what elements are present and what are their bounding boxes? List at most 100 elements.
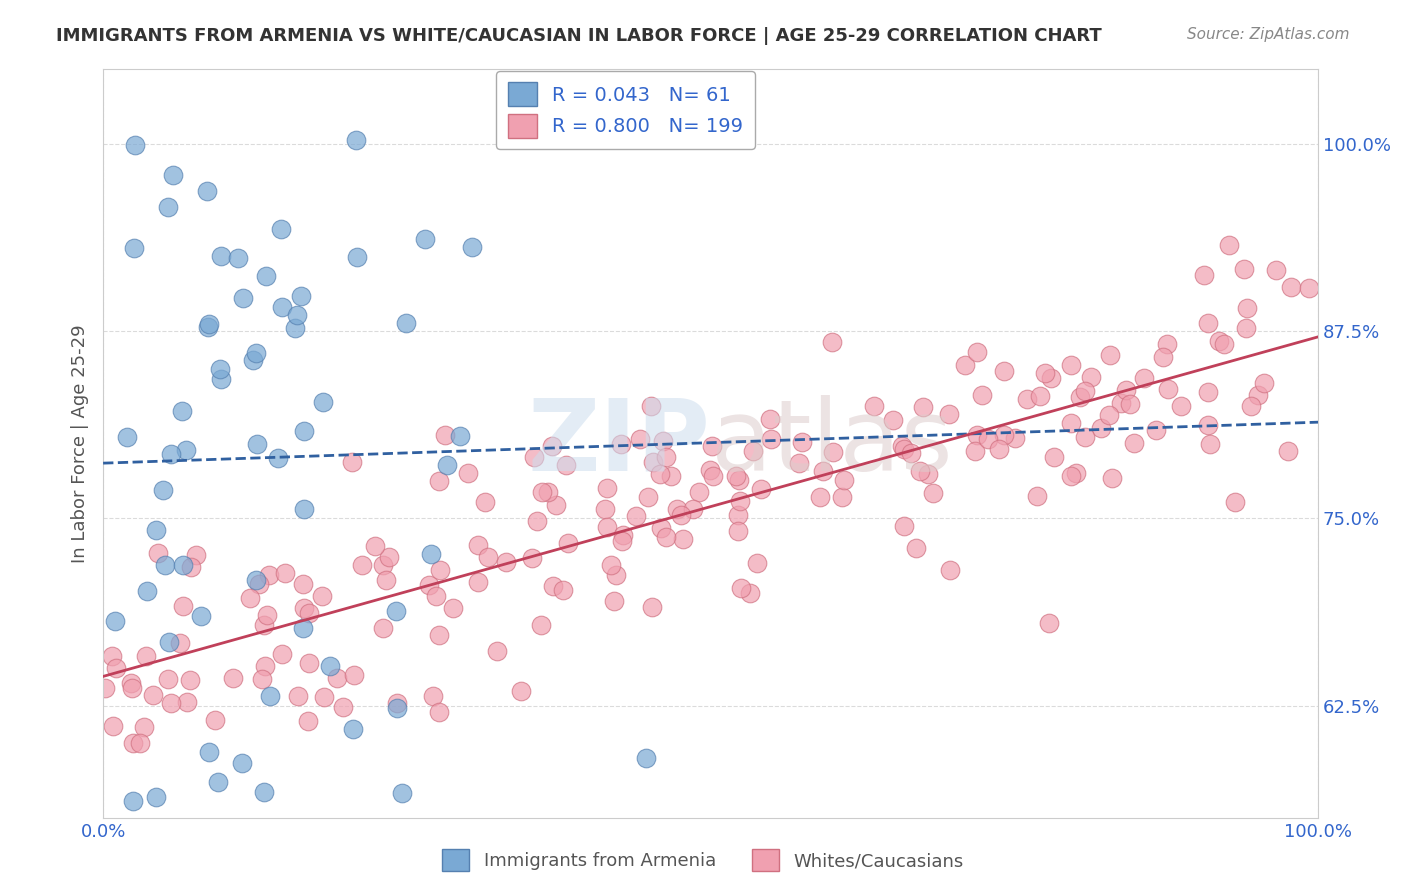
- Point: [157, 635, 180, 649]
- Point: [1069, 390, 1091, 404]
- Point: [129, 736, 152, 750]
- Point: [104, 661, 127, 675]
- Y-axis label: In Labor Force | Age 25-29: In Labor Force | Age 25-29: [72, 324, 89, 563]
- Point: [605, 568, 627, 582]
- Point: [509, 684, 531, 698]
- Point: [1101, 471, 1123, 485]
- Point: [245, 346, 267, 360]
- Point: [725, 469, 748, 483]
- Point: [610, 534, 633, 549]
- Point: [1170, 399, 1192, 413]
- Point: [156, 672, 179, 686]
- Point: [259, 568, 281, 582]
- Point: [197, 745, 219, 759]
- Point: [159, 696, 181, 710]
- Point: [449, 429, 471, 443]
- Point: [1197, 418, 1219, 433]
- Point: [179, 673, 201, 687]
- Text: IMMIGRANTS FROM ARMENIA VS WHITE/CAUCASIAN IN LABOR FORCE | AGE 25-29 CORRELATIO: IMMIGRANTS FROM ARMENIA VS WHITE/CAUCASI…: [56, 27, 1102, 45]
- Point: [1090, 420, 1112, 434]
- Point: [425, 590, 447, 604]
- Point: [413, 231, 436, 245]
- Point: [371, 558, 394, 572]
- Point: [650, 520, 672, 534]
- Point: [821, 444, 844, 458]
- Point: [728, 493, 751, 508]
- Point: [541, 579, 564, 593]
- Point: [287, 690, 309, 704]
- Point: [441, 601, 464, 615]
- Point: [259, 690, 281, 704]
- Point: [993, 428, 1015, 442]
- Point: [1197, 316, 1219, 330]
- Point: [104, 614, 127, 628]
- Point: [418, 578, 440, 592]
- Point: [832, 474, 855, 488]
- Point: [172, 599, 194, 614]
- Point: [209, 362, 232, 376]
- Point: [1064, 466, 1087, 480]
- Point: [101, 649, 124, 664]
- Point: [921, 486, 943, 500]
- Point: [298, 656, 321, 670]
- Point: [523, 450, 546, 464]
- Point: [593, 502, 616, 516]
- Point: [821, 335, 844, 350]
- Point: [231, 756, 253, 771]
- Point: [252, 672, 274, 686]
- Point: [1218, 237, 1240, 252]
- Point: [654, 530, 676, 544]
- Point: [254, 268, 277, 283]
- Point: [422, 689, 444, 703]
- Point: [180, 560, 202, 574]
- Point: [1017, 392, 1039, 406]
- Point: [682, 501, 704, 516]
- Point: [831, 490, 853, 504]
- Point: [702, 469, 724, 483]
- Point: [122, 241, 145, 255]
- Point: [190, 609, 212, 624]
- Point: [124, 138, 146, 153]
- Point: [378, 550, 401, 565]
- Point: [966, 344, 988, 359]
- Point: [270, 222, 292, 236]
- Point: [1109, 396, 1132, 410]
- Point: [222, 671, 245, 685]
- Point: [1123, 435, 1146, 450]
- Point: [1152, 350, 1174, 364]
- Point: [292, 577, 315, 591]
- Point: [893, 518, 915, 533]
- Point: [1240, 399, 1263, 413]
- Point: [434, 427, 457, 442]
- Point: [340, 455, 363, 469]
- Point: [1198, 437, 1220, 451]
- Point: [135, 648, 157, 663]
- Point: [460, 240, 482, 254]
- Point: [640, 399, 662, 413]
- Point: [966, 428, 988, 442]
- Point: [531, 485, 554, 500]
- Point: [1115, 383, 1137, 397]
- Point: [342, 722, 364, 736]
- Point: [537, 485, 560, 500]
- Point: [343, 667, 366, 681]
- Point: [1234, 320, 1257, 334]
- Point: [1298, 281, 1320, 295]
- Point: [1208, 334, 1230, 349]
- Point: [555, 458, 578, 473]
- Point: [245, 573, 267, 587]
- Point: [477, 549, 499, 564]
- Point: [495, 554, 517, 568]
- Point: [890, 439, 912, 453]
- Point: [153, 558, 176, 572]
- Point: [727, 508, 749, 523]
- Point: [145, 523, 167, 537]
- Point: [253, 785, 276, 799]
- Point: [557, 535, 579, 549]
- Point: [728, 473, 751, 487]
- Point: [1080, 370, 1102, 384]
- Point: [132, 720, 155, 734]
- Point: [628, 433, 651, 447]
- Point: [651, 434, 673, 448]
- Point: [395, 316, 418, 330]
